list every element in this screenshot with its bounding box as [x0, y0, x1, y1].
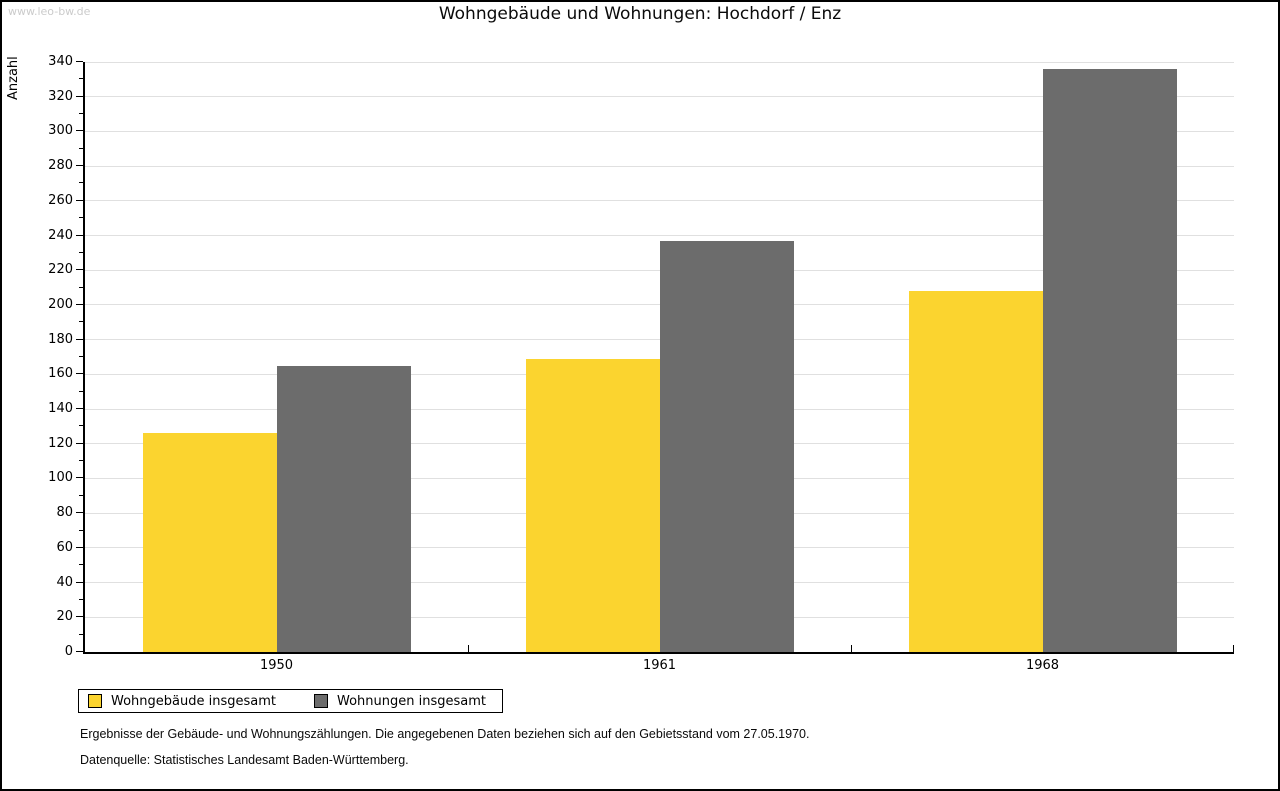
y-axis-tick — [79, 78, 83, 80]
bar-1968-series1 — [908, 291, 1043, 652]
y-axis-tick — [79, 217, 83, 219]
legend-label: Wohnungen insgesamt — [337, 693, 486, 709]
footer-note: Ergebnisse der Gebäude- und Wohnungszähl… — [80, 727, 810, 741]
bar-1968-series2 — [1042, 68, 1177, 652]
y-tick-label: 160 — [48, 366, 73, 382]
y-tick-label: 260 — [48, 192, 73, 208]
legend-label: Wohngebäude insgesamt — [111, 693, 276, 709]
y-axis-tick — [79, 425, 83, 427]
gridline — [85, 96, 1234, 98]
y-tick-label: 80 — [56, 505, 73, 521]
y-tick-label: 220 — [48, 262, 73, 278]
y-axis-tick — [79, 390, 83, 392]
bar-1950-series2 — [276, 365, 411, 652]
y-tick-label: 240 — [48, 227, 73, 243]
y-axis-tick — [76, 442, 83, 444]
y-axis-tick — [79, 529, 83, 531]
y-axis-tick — [79, 494, 83, 496]
y-tick-label: 20 — [56, 609, 73, 625]
y-tick-label: 60 — [56, 539, 73, 555]
chart-title: Wohngebäude und Wohnungen: Hochdorf / En… — [438, 4, 842, 24]
y-axis-tick — [76, 338, 83, 340]
x-tick-label: 1950 — [259, 658, 294, 673]
y-tick-label: 0 — [64, 644, 73, 659]
y-axis-tick — [79, 286, 83, 288]
y-axis-tick — [79, 321, 83, 323]
y-tick-label: 140 — [48, 401, 73, 417]
legend: Wohngebäude insgesamt Wohnungen insgesamt — [78, 689, 503, 713]
y-axis-tick — [76, 199, 83, 201]
y-tick-label: 40 — [56, 574, 73, 590]
y-axis-tick — [79, 113, 83, 115]
y-axis-tick — [76, 546, 83, 548]
gridline — [85, 61, 1234, 63]
y-axis-tick — [79, 460, 83, 462]
bar-1950-series1 — [142, 433, 277, 652]
y-tick-label: 280 — [48, 158, 73, 174]
y-axis-tick — [76, 234, 83, 236]
gridline — [85, 200, 1234, 202]
y-tick-label: 180 — [48, 331, 73, 347]
y-axis-tick — [76, 581, 83, 583]
y-axis-tick — [79, 633, 83, 635]
y-tick-label: 100 — [48, 470, 73, 486]
legend-swatch-icon — [314, 694, 328, 708]
footer-source: Datenquelle: Statistisches Landesamt Bad… — [80, 753, 409, 767]
category-separator-tick — [468, 645, 469, 652]
y-axis-tick — [76, 61, 83, 62]
gridline — [85, 165, 1234, 167]
y-axis-tick — [76, 95, 83, 97]
x-tick-label: 1961 — [642, 658, 677, 673]
y-axis-tick — [76, 477, 83, 479]
y-axis-tick — [76, 373, 83, 375]
y-axis-tick — [79, 356, 83, 357]
legend-item: Wohnungen insgesamt — [314, 694, 486, 709]
y-axis-tick — [79, 147, 83, 149]
y-axis-label: Anzahl — [6, 56, 21, 100]
y-tick-label: 120 — [48, 435, 73, 451]
gridline — [85, 130, 1234, 132]
y-axis-tick — [79, 251, 83, 253]
y-axis-tick — [76, 130, 83, 132]
bar-1961-series2 — [659, 240, 794, 652]
x-tick-label: 1968 — [1025, 658, 1060, 673]
y-axis-tick — [76, 165, 83, 167]
y-axis-tick — [79, 182, 83, 184]
legend-swatch-icon — [88, 694, 102, 708]
legend-item: Wohngebäude insgesamt — [88, 694, 276, 709]
y-tick-label: 340 — [48, 54, 73, 69]
y-tick-label: 300 — [48, 123, 73, 139]
y-tick-label: 320 — [48, 88, 73, 104]
footer: Ergebnisse der Gebäude- und Wohnungszähl… — [80, 727, 809, 767]
watermark: www.leo-bw.de — [8, 5, 91, 18]
bar-1961-series1 — [525, 358, 660, 652]
plot-area: 0 20 40 60 80 100 120 140 160 180 200 220 240 260 280 3… — [48, 54, 1234, 673]
y-axis-tick — [79, 598, 83, 600]
gridline — [85, 235, 1234, 237]
y-axis-tick — [76, 408, 83, 410]
axis-end-tick — [1233, 645, 1234, 652]
y-tick-label: 200 — [48, 296, 73, 312]
y-axis-tick — [76, 269, 83, 271]
y-axis-tick — [76, 616, 83, 618]
y-axis-tick — [76, 303, 83, 305]
y-axis-tick — [79, 564, 83, 566]
y-axis-tick — [76, 512, 83, 514]
y-axis-tick — [76, 651, 83, 652]
category-separator-tick — [851, 645, 852, 652]
